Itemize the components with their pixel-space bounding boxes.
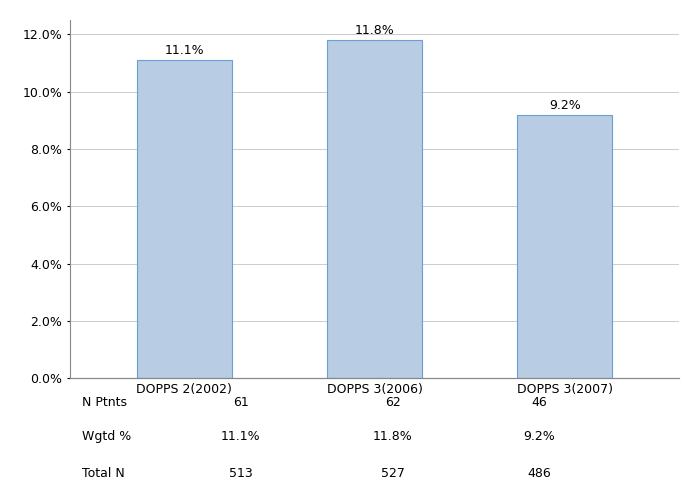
Text: Total N: Total N (82, 466, 125, 479)
Bar (517, 114, 612, 378)
Text: 11.8%: 11.8% (373, 430, 412, 443)
Text: 527: 527 (381, 466, 405, 479)
Text: 486: 486 (527, 466, 551, 479)
Text: 62: 62 (385, 396, 400, 409)
Bar (136, 60, 232, 378)
Text: 9.2%: 9.2% (549, 98, 581, 112)
Text: 46: 46 (531, 396, 547, 409)
Text: 11.8%: 11.8% (355, 24, 394, 37)
Text: 11.1%: 11.1% (164, 44, 204, 57)
Text: Wgtd %: Wgtd % (82, 430, 132, 443)
Text: 513: 513 (229, 466, 253, 479)
Text: N Ptnts: N Ptnts (82, 396, 127, 409)
Bar (327, 40, 422, 378)
Text: 61: 61 (232, 396, 248, 409)
Text: 9.2%: 9.2% (523, 430, 555, 443)
Text: 11.1%: 11.1% (220, 430, 260, 443)
